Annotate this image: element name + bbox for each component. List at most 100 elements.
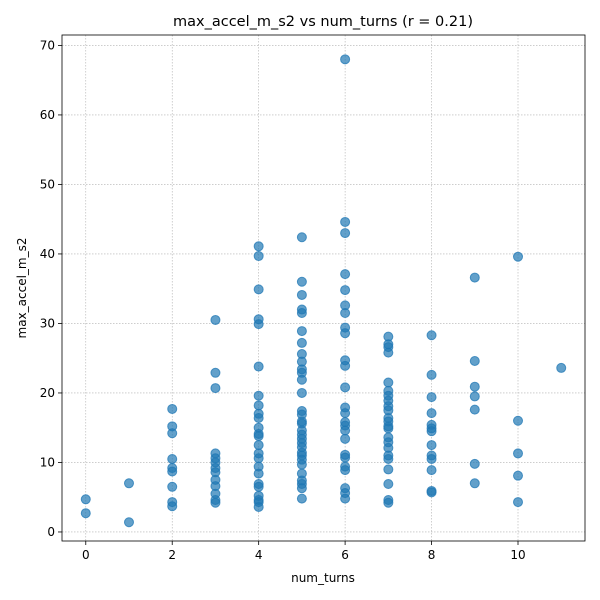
- data-point: [426, 392, 437, 403]
- data-point: [469, 458, 480, 469]
- data-point: [296, 308, 307, 319]
- y-tick-label: 10: [40, 455, 55, 469]
- data-point: [253, 412, 264, 423]
- data-point: [210, 383, 221, 394]
- data-point: [340, 308, 351, 319]
- data-point: [253, 468, 264, 479]
- data-point: [253, 390, 264, 401]
- x-axis-ticks: 0 2 4 6 8 10: [82, 541, 526, 562]
- x-tick-label: 6: [341, 548, 349, 562]
- data-point: [383, 479, 394, 490]
- data-point: [513, 415, 524, 426]
- y-axis-ticks: 0 10 20 30 40 50 60 70: [40, 38, 62, 539]
- data-point: [340, 285, 351, 296]
- data-point: [296, 326, 307, 337]
- data-point: [253, 319, 264, 330]
- data-point: [167, 428, 178, 439]
- data-point: [340, 269, 351, 280]
- y-tick-label: 0: [47, 525, 55, 539]
- data-point: [340, 382, 351, 393]
- data-point: [253, 284, 264, 295]
- data-point: [296, 459, 307, 470]
- y-axis-label: max_accel_m_s2: [15, 238, 29, 339]
- data-point: [340, 360, 351, 371]
- data-point: [556, 362, 567, 373]
- data-point: [296, 276, 307, 287]
- plot-frame: [61, 34, 586, 542]
- data-point: [340, 228, 351, 239]
- data-point: [210, 497, 221, 508]
- data-point: [296, 337, 307, 348]
- data-point: [426, 453, 437, 464]
- data-point: [167, 481, 178, 492]
- data-point: [383, 453, 394, 464]
- data-point: [123, 478, 134, 489]
- data-point: [340, 465, 351, 476]
- data-point: [340, 493, 351, 504]
- data-point: [253, 440, 264, 451]
- data-point: [167, 453, 178, 464]
- data-point: [469, 381, 480, 392]
- data-point: [383, 464, 394, 475]
- data-point: [426, 408, 437, 419]
- data-point: [253, 481, 264, 492]
- data-point: [296, 493, 307, 504]
- data-point: [296, 232, 307, 243]
- data-point: [469, 355, 480, 366]
- data-points: [80, 54, 567, 528]
- data-point: [253, 361, 264, 372]
- data-point: [469, 391, 480, 402]
- data-point: [340, 408, 351, 419]
- data-point: [383, 377, 394, 388]
- x-tick-label: 4: [255, 548, 263, 562]
- data-point: [426, 465, 437, 476]
- data-point: [469, 478, 480, 489]
- data-point: [469, 272, 480, 283]
- y-tick-label: 40: [40, 247, 55, 261]
- data-point: [210, 367, 221, 378]
- grid: [62, 35, 585, 541]
- data-point: [340, 452, 351, 463]
- y-tick-label: 60: [40, 108, 55, 122]
- x-tick-label: 0: [82, 548, 90, 562]
- data-point: [426, 440, 437, 451]
- y-tick-label: 30: [40, 316, 55, 330]
- data-point: [513, 251, 524, 262]
- data-point: [253, 501, 264, 512]
- x-tick-label: 2: [168, 548, 176, 562]
- data-point: [383, 497, 394, 508]
- data-point: [383, 423, 394, 434]
- y-tick-label: 20: [40, 386, 55, 400]
- data-point: [253, 241, 264, 252]
- data-point: [426, 369, 437, 380]
- data-point: [123, 517, 134, 528]
- data-point: [167, 466, 178, 477]
- data-point: [80, 508, 91, 519]
- data-point: [253, 453, 264, 464]
- data-point: [340, 433, 351, 444]
- data-point: [513, 448, 524, 459]
- data-point: [340, 54, 351, 65]
- x-axis-label: num_turns: [291, 571, 355, 585]
- data-point: [340, 425, 351, 436]
- data-point: [167, 501, 178, 512]
- data-point: [513, 497, 524, 508]
- data-point: [253, 431, 264, 442]
- data-point: [253, 400, 264, 411]
- data-point: [80, 494, 91, 505]
- y-tick-label: 50: [40, 177, 55, 191]
- data-point: [167, 403, 178, 414]
- x-tick-label: 8: [428, 548, 436, 562]
- data-point: [296, 374, 307, 385]
- data-point: [426, 426, 437, 437]
- chart-title: max_accel_m_s2 vs num_turns (r = 0.21): [173, 14, 473, 30]
- data-point: [210, 314, 221, 325]
- data-point: [340, 216, 351, 227]
- data-point: [253, 251, 264, 262]
- data-point: [296, 289, 307, 300]
- data-point: [426, 487, 437, 498]
- data-point: [296, 483, 307, 494]
- data-point: [469, 404, 480, 415]
- data-point: [426, 330, 437, 341]
